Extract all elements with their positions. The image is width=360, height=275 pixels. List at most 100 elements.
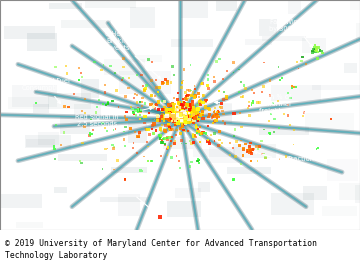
Point: [168, 127, 174, 132]
Point: [168, 110, 174, 115]
Point: [181, 111, 186, 116]
Point: [190, 111, 195, 116]
Point: [177, 105, 183, 110]
Point: [164, 116, 170, 121]
Point: [168, 127, 174, 131]
Point: [178, 112, 184, 117]
Point: [183, 141, 189, 145]
Point: [192, 95, 197, 99]
Point: [197, 95, 202, 100]
Point: [171, 119, 177, 123]
Point: [180, 103, 185, 108]
Point: [191, 114, 197, 118]
Point: [99, 68, 104, 72]
Point: [183, 98, 189, 102]
Point: [178, 114, 184, 119]
Point: [177, 103, 183, 108]
Point: [174, 113, 179, 117]
Point: [159, 117, 165, 121]
Point: [180, 113, 185, 118]
Point: [139, 100, 144, 104]
Point: [121, 129, 127, 134]
Point: [185, 94, 191, 98]
Point: [185, 112, 191, 116]
Point: [180, 114, 186, 119]
Point: [177, 116, 183, 121]
Point: [76, 78, 82, 82]
Point: [145, 127, 151, 131]
Point: [250, 148, 256, 152]
Point: [241, 147, 247, 152]
Point: [66, 104, 71, 109]
Point: [131, 110, 136, 114]
Point: [105, 101, 111, 105]
Point: [177, 113, 183, 117]
Point: [175, 121, 181, 125]
Point: [197, 125, 203, 129]
Point: [206, 115, 211, 119]
Point: [311, 50, 317, 54]
Point: [172, 114, 178, 118]
Point: [190, 119, 195, 123]
Bar: [171, 39, 213, 47]
Point: [177, 113, 183, 117]
Point: [177, 111, 183, 116]
Point: [181, 111, 187, 115]
Point: [176, 158, 182, 163]
Point: [180, 115, 186, 119]
Point: [182, 111, 188, 116]
Point: [113, 127, 118, 131]
Point: [171, 110, 177, 115]
Point: [177, 114, 183, 118]
Point: [178, 112, 184, 116]
Point: [183, 117, 189, 122]
Point: [165, 145, 171, 150]
Point: [162, 114, 167, 118]
Point: [240, 95, 246, 99]
Point: [134, 73, 140, 77]
Point: [185, 128, 191, 133]
Point: [82, 97, 88, 101]
Point: [176, 113, 182, 117]
Point: [192, 94, 198, 98]
Point: [172, 110, 178, 115]
Point: [251, 100, 256, 105]
Point: [176, 112, 182, 117]
Point: [169, 156, 175, 160]
Point: [179, 113, 185, 117]
Point: [180, 115, 186, 120]
Point: [167, 111, 172, 116]
Point: [166, 127, 172, 131]
Point: [185, 120, 191, 125]
Point: [176, 111, 182, 115]
Point: [319, 49, 324, 53]
Point: [248, 149, 253, 154]
Point: [136, 107, 142, 111]
Point: [171, 119, 177, 123]
Point: [146, 57, 152, 62]
Point: [288, 96, 293, 100]
Point: [104, 102, 110, 106]
Point: [193, 95, 199, 99]
Point: [241, 83, 247, 88]
Point: [177, 113, 183, 118]
Point: [175, 111, 181, 116]
Point: [182, 119, 188, 123]
Point: [298, 59, 304, 63]
Point: [100, 121, 106, 125]
Point: [176, 114, 182, 119]
Point: [179, 115, 184, 120]
Point: [200, 93, 206, 98]
Point: [120, 65, 126, 69]
Point: [149, 159, 155, 163]
Point: [296, 66, 301, 71]
Point: [181, 110, 187, 115]
Point: [217, 104, 223, 109]
Point: [163, 130, 169, 134]
Point: [212, 114, 217, 119]
Point: [195, 110, 201, 114]
Point: [87, 131, 93, 135]
Point: [161, 137, 167, 141]
Point: [181, 110, 187, 114]
Point: [111, 128, 116, 132]
